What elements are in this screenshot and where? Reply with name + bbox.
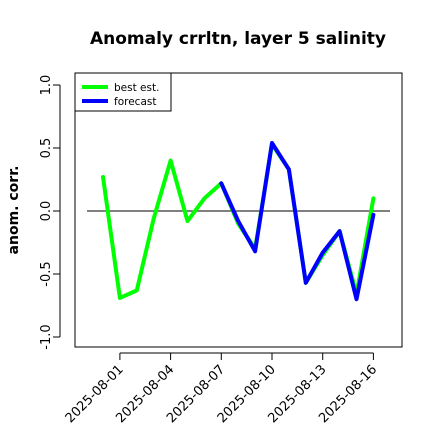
series-line-forecast bbox=[219, 140, 376, 302]
y-axis: -1.0 -0.5 0.0 0.5 1.0 bbox=[39, 75, 61, 350]
legend-label-best-est: best est. bbox=[114, 82, 159, 94]
legend-label-forecast: forecast bbox=[114, 96, 156, 108]
x-axis: 2025-08-012025-08-042025-08-072025-08-10… bbox=[63, 352, 380, 426]
legend: best est. forecast bbox=[74, 72, 172, 112]
y-axis-label: anom. corr. bbox=[6, 166, 22, 255]
y-tick-label: 0.5 bbox=[39, 138, 54, 159]
y-tick-label: -1.0 bbox=[39, 324, 54, 349]
chart-title: Anomaly crrltn, layer 5 salinity bbox=[90, 29, 386, 49]
y-tick-label: -0.5 bbox=[39, 261, 54, 286]
y-tick-label: 0.0 bbox=[39, 201, 54, 222]
y-tick-label: 1.0 bbox=[39, 75, 54, 96]
legend-box bbox=[74, 72, 172, 112]
series-layer bbox=[101, 140, 376, 302]
plot-frame bbox=[74, 72, 403, 348]
